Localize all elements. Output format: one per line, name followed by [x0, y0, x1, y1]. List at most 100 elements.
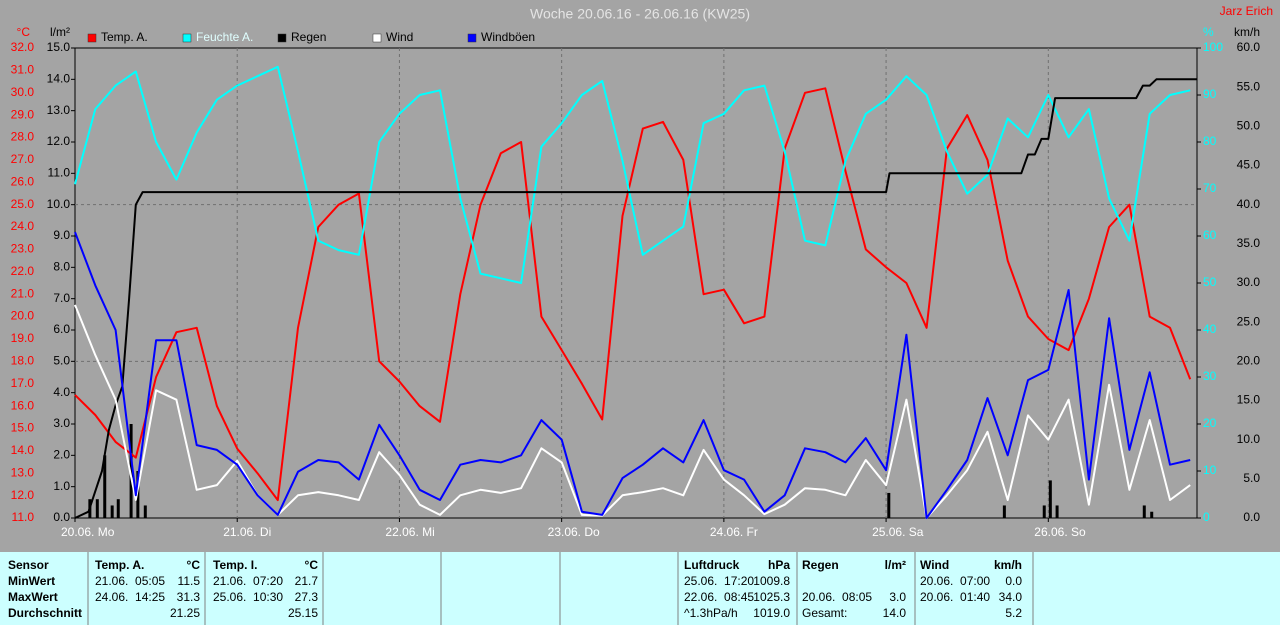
rain-bar	[143, 505, 147, 518]
axis-unit: %	[1203, 25, 1214, 39]
x-tick-label: 25.06. Sa	[872, 525, 924, 539]
table-cell: MinWert	[8, 574, 55, 588]
y-tick-label: 20.0	[1237, 354, 1261, 368]
table-header: km/h	[994, 558, 1022, 572]
legend-swatch	[277, 33, 287, 43]
axis-unit: km/h	[1234, 25, 1260, 39]
table-cell: 25.06. 17:20	[684, 574, 754, 588]
x-tick-label: 20.06. Mo	[61, 525, 115, 539]
y-tick-label: 90	[1203, 87, 1217, 101]
chart-title: Woche 20.06.16 - 26.06.16 (KW25)	[530, 6, 750, 22]
y-tick-label: 2.0	[53, 448, 70, 462]
y-tick-label: 80	[1203, 134, 1217, 148]
y-tick-label: 0	[1203, 510, 1210, 524]
y-tick-label: 21.0	[11, 286, 35, 300]
table-cell: 20.06. 07:00	[920, 574, 990, 588]
rain-bar	[103, 455, 107, 518]
rain-bar	[1150, 511, 1154, 518]
table-cell: 24.06. 14:25	[95, 590, 165, 604]
y-tick-label: 22.0	[11, 264, 35, 278]
y-tick-label: 60	[1203, 228, 1217, 242]
y-tick-label: 28.0	[11, 130, 35, 144]
axis-unit: °C	[17, 25, 31, 39]
table-cell: 14.0	[883, 606, 907, 620]
table-cell: 21.7	[295, 574, 319, 588]
rain-bar	[116, 499, 120, 518]
rain-bar	[95, 499, 99, 518]
y-tick-label: 15.0	[47, 40, 71, 54]
y-tick-label: 50.0	[1237, 119, 1261, 133]
y-tick-label: 60.0	[1237, 40, 1261, 54]
table-cell: 1009.8	[753, 574, 790, 588]
plot-area	[74, 47, 1198, 519]
table-cell: 20.06. 01:40	[920, 590, 990, 604]
y-tick-label: 13.0	[47, 103, 71, 117]
x-tick-label: 23.06. Do	[548, 525, 600, 539]
y-tick-label: 45.0	[1237, 158, 1261, 172]
y-tick-label: 40	[1203, 322, 1217, 336]
y-tick-label: 0.0	[1243, 510, 1260, 524]
y-tick-label: 20.0	[11, 309, 35, 323]
table-cell: 34.0	[999, 590, 1023, 604]
table-cell: 21.06. 07:20	[213, 574, 283, 588]
y-tick-label: 5.0	[1243, 471, 1260, 485]
table-header: Sensor	[8, 558, 49, 572]
table-cell: 31.3	[177, 590, 201, 604]
table-cell: 21.06. 05:05	[95, 574, 165, 588]
legend-swatch	[87, 33, 97, 43]
legend-label: Temp. A.	[101, 30, 148, 44]
table-cell: MaxWert	[8, 590, 58, 604]
table-cell: Gesamt:	[802, 606, 847, 620]
series-line	[74, 87, 1192, 502]
y-tick-label: 32.0	[11, 40, 35, 54]
y-tick-label: 6.0	[53, 322, 70, 336]
rain-bar	[1048, 480, 1052, 518]
y-tick-label: 50	[1203, 275, 1217, 289]
legend-swatch	[467, 33, 477, 43]
table-cell: 20.06. 08:05	[802, 590, 872, 604]
y-tick-label: 14.0	[47, 72, 71, 86]
series-line	[74, 231, 1191, 519]
legend-label: Windböen	[481, 30, 535, 44]
legend-label: Wind	[386, 30, 413, 44]
table-cell: ^1.3hPa/h	[684, 606, 738, 620]
y-tick-label: 12.0	[47, 134, 71, 148]
y-tick-label: 35.0	[1237, 236, 1261, 250]
x-tick-label: 22.06. Mi	[385, 525, 434, 539]
table-cell: 11.5	[178, 574, 201, 588]
table-cell: 1019.0	[753, 606, 790, 620]
rain-bar	[110, 505, 114, 518]
x-tick-label: 24.06. Fr	[710, 525, 758, 539]
series-line	[74, 78, 1197, 519]
table-cell: Durchschnitt	[8, 606, 82, 620]
y-tick-label: 19.0	[11, 331, 35, 345]
table-cell: 5.2	[1005, 606, 1022, 620]
y-tick-label: 40.0	[1237, 197, 1261, 211]
table-cell: 25.06. 10:30	[213, 590, 283, 604]
y-tick-label: 11.0	[48, 166, 71, 180]
y-tick-label: 25.0	[1237, 314, 1261, 328]
y-tick-label: 55.0	[1237, 79, 1261, 93]
table-header: Temp. A.	[95, 558, 144, 572]
y-tick-label: 30	[1203, 369, 1217, 383]
y-tick-label: 70	[1203, 181, 1217, 195]
table-header: hPa	[768, 558, 790, 572]
table-cell: 22.06. 08:45	[684, 590, 754, 604]
y-tick-label: 7.0	[53, 291, 70, 305]
y-tick-label: 23.0	[11, 242, 35, 256]
table-cell: 25.15	[288, 606, 318, 620]
y-tick-label: 12.0	[11, 488, 35, 502]
table-header: l/m²	[885, 558, 906, 572]
table-header: Temp. I.	[213, 558, 257, 572]
y-tick-label: 10.0	[47, 197, 71, 211]
table-cell: 27.3	[295, 590, 319, 604]
x-tick-label: 26.06. So	[1034, 525, 1086, 539]
y-tick-label: 31.0	[11, 63, 35, 77]
rain-bar	[129, 424, 133, 518]
rain-bar	[1002, 505, 1006, 518]
axis-unit: l/m²	[50, 25, 70, 39]
table-header: Luftdruck	[684, 558, 740, 572]
y-tick-label: 0.0	[53, 510, 70, 524]
x-tick-label: 21.06. Di	[223, 525, 271, 539]
